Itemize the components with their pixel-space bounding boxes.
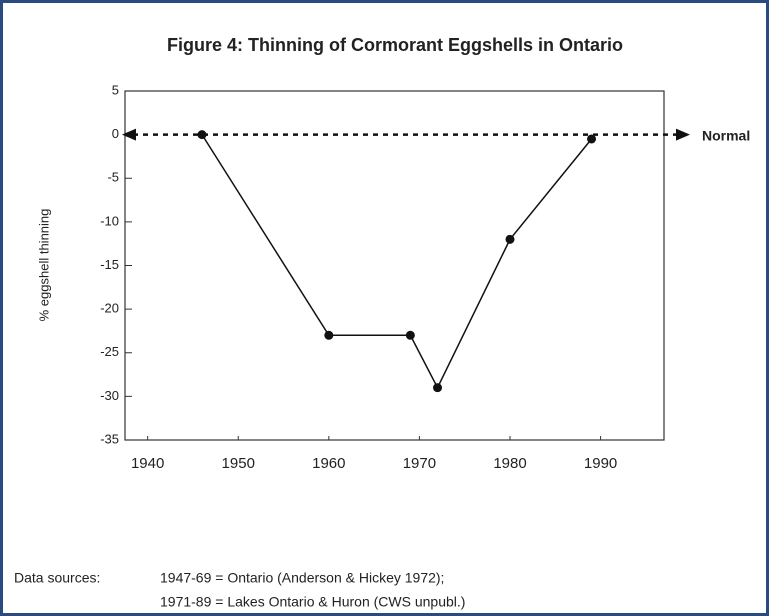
arrow-head <box>676 128 690 141</box>
sources-line: 1947-69 = Ontario (Anderson & Hickey 197… <box>160 570 444 586</box>
data-point <box>587 134 597 144</box>
y-axis-label: % eggshell thinning <box>36 209 51 322</box>
sources-label: Data sources: <box>14 570 100 586</box>
data-point <box>405 330 415 340</box>
data-point <box>433 383 443 393</box>
reference-label: Normal <box>702 127 750 143</box>
data-point <box>197 130 207 140</box>
y-tick-label: -35 <box>100 431 119 446</box>
x-tick-label: 1950 <box>222 455 255 472</box>
arrow-head <box>122 128 136 141</box>
chart-title: Figure 4: Thinning of Cormorant Eggshell… <box>167 35 623 55</box>
sources-line: 1971-89 = Lakes Ontario & Huron (CWS unp… <box>160 594 465 610</box>
y-tick-label: -30 <box>100 388 119 403</box>
y-tick-label: -5 <box>107 170 119 185</box>
x-tick-label: 1970 <box>403 455 436 472</box>
y-tick-label: -20 <box>100 301 119 316</box>
y-tick-label: 0 <box>112 126 119 141</box>
x-tick-label: 1990 <box>584 455 617 472</box>
y-tick-label: -10 <box>100 213 119 228</box>
data-point <box>324 330 334 340</box>
y-tick-label: -15 <box>100 257 119 272</box>
data-line <box>201 134 593 390</box>
y-tick-label: -25 <box>100 344 119 359</box>
data-point <box>505 234 515 244</box>
x-tick-label: 1960 <box>312 455 345 472</box>
x-tick-label: 1940 <box>131 455 164 472</box>
x-tick-label: 1980 <box>493 455 526 472</box>
y-tick-label: 5 <box>112 82 119 97</box>
